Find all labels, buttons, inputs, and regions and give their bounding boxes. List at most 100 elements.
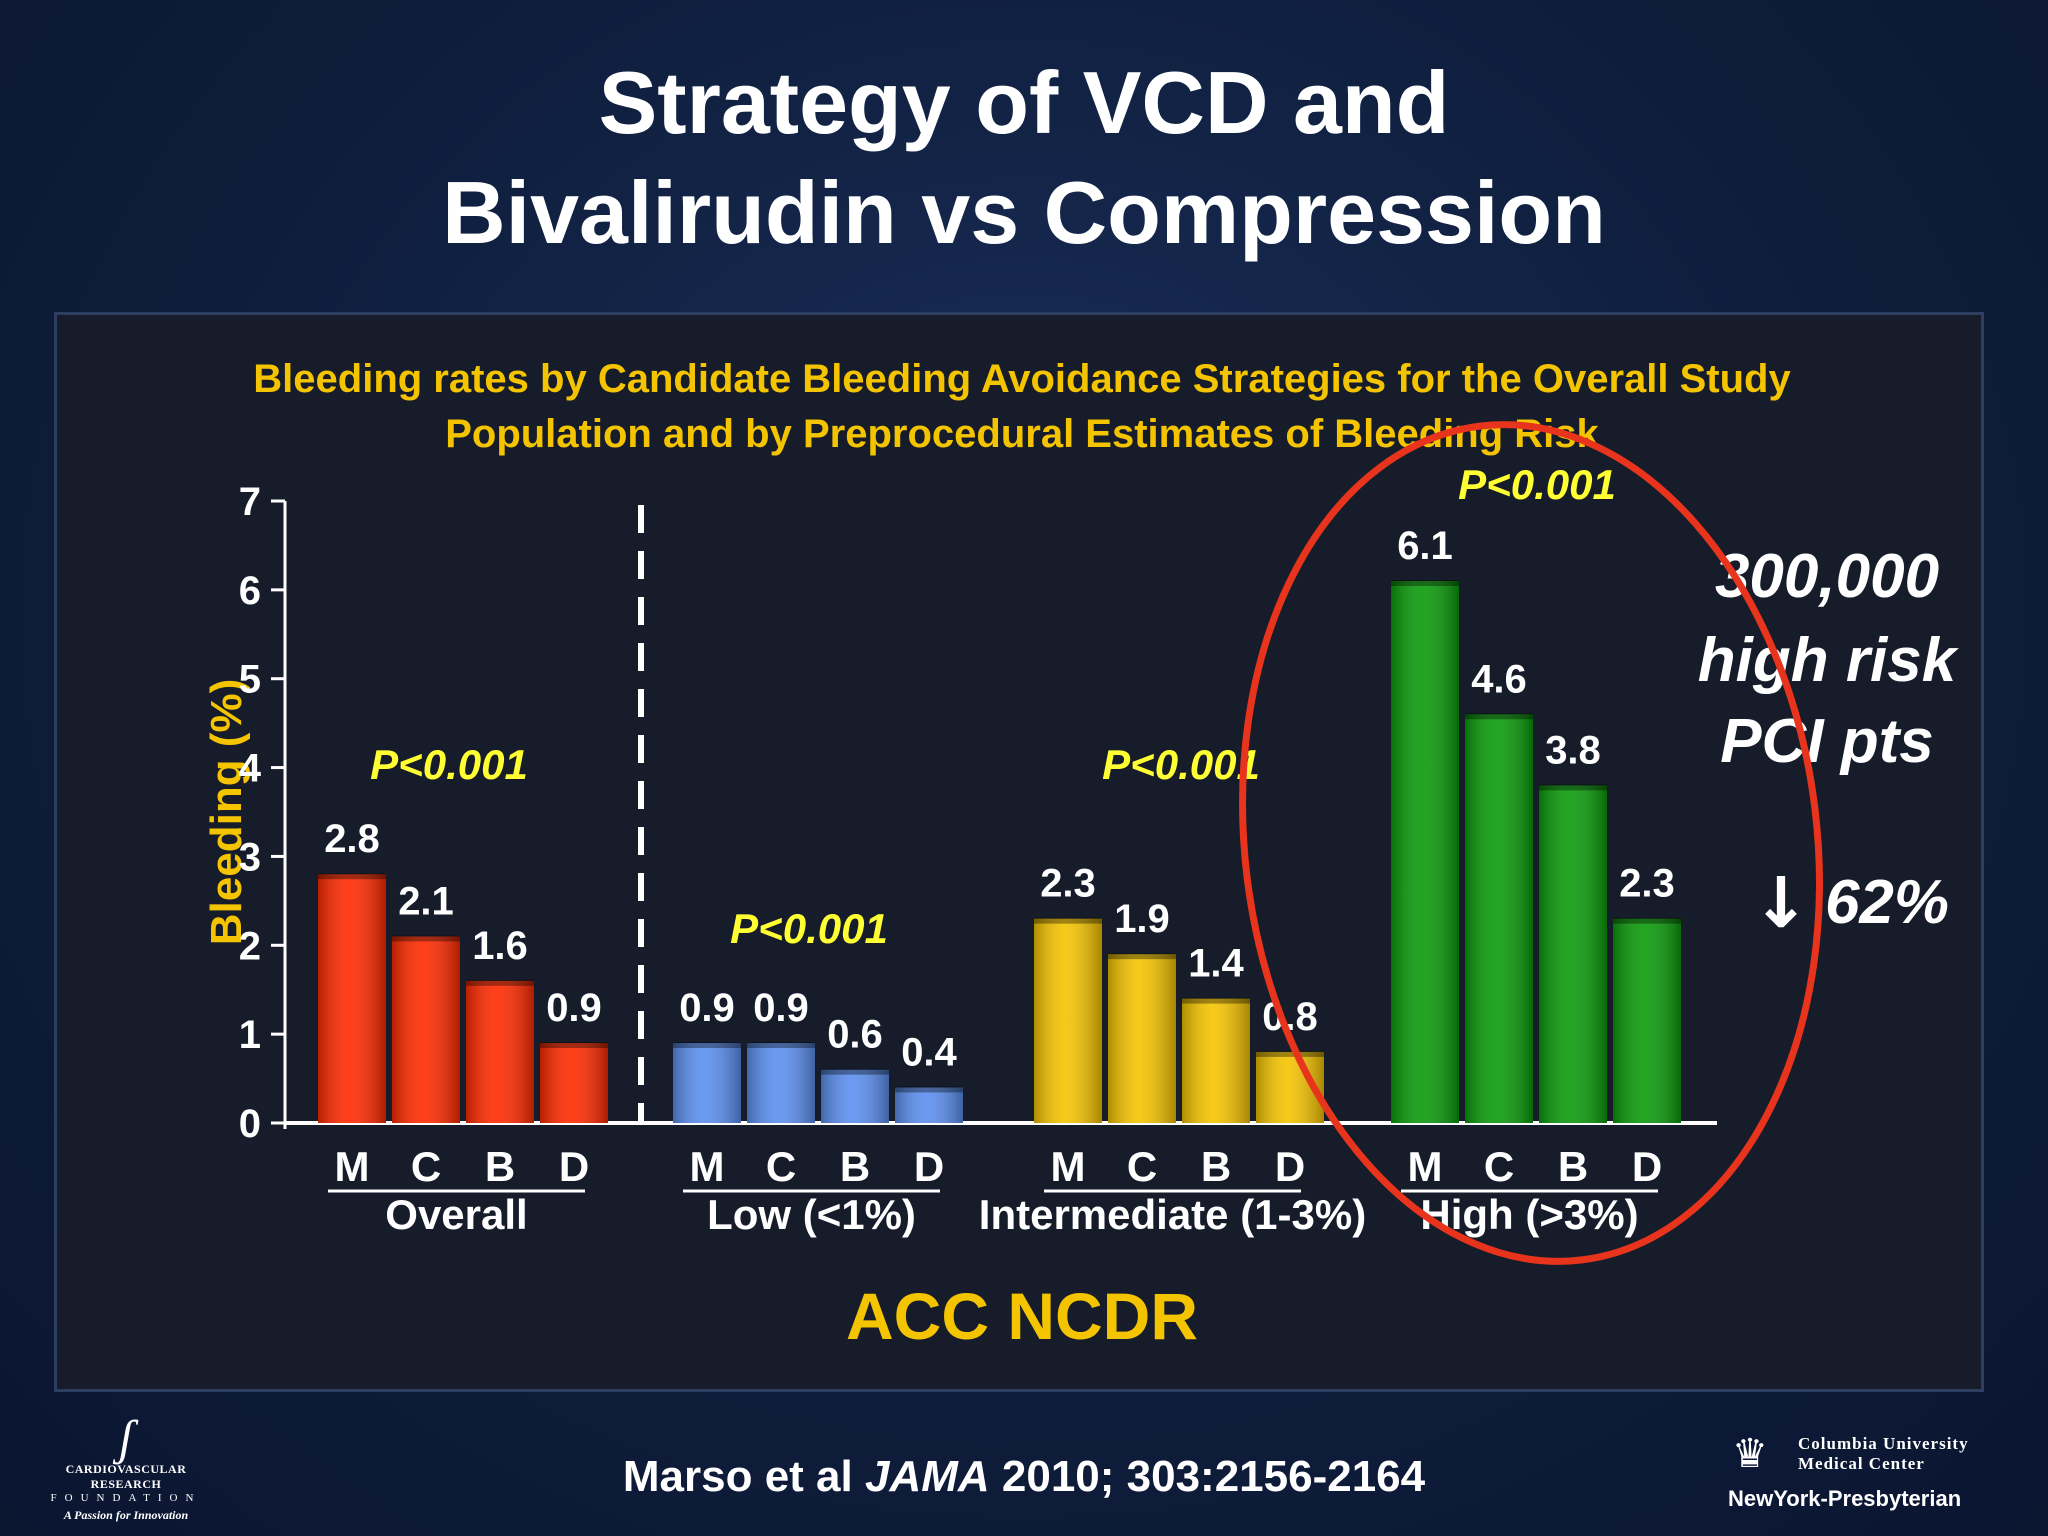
bar-value-label: 6.1	[1397, 524, 1453, 568]
bar-category-label: D	[914, 1143, 944, 1190]
crf-logo-tagline: A Passion for Innovation	[63, 1508, 189, 1522]
slide-title-line2: Bivalirudin vs Compression	[442, 163, 1606, 262]
chart-title-line2: Population and by Preprocedural Estimate…	[445, 412, 1599, 456]
bar-top-edge	[1613, 917, 1681, 924]
group-label: High (>3%)	[1420, 1191, 1638, 1238]
bar-value-label: 0.4	[901, 1030, 957, 1074]
bar-category-label: C	[1127, 1143, 1157, 1190]
bar-category-label: B	[1558, 1143, 1588, 1190]
bar-value-label: 3.8	[1545, 728, 1601, 772]
bar-category-label: C	[411, 1143, 441, 1190]
bar-value-label: 2.3	[1040, 862, 1096, 906]
bar-top-edge	[747, 1042, 815, 1049]
crown-icon: ♛	[1732, 1432, 1768, 1476]
bar-shading	[540, 1043, 608, 1123]
bar-top-edge	[1465, 713, 1533, 720]
bar-top-edge	[1256, 1050, 1324, 1057]
bar-shading	[466, 980, 534, 1123]
group-label: Intermediate (1-3%)	[979, 1191, 1366, 1238]
bar-shading	[1465, 714, 1533, 1123]
bar-top-edge	[1108, 953, 1176, 960]
y-tick-label: 2	[239, 924, 261, 968]
y-tick-label: 4	[239, 747, 262, 791]
bar-chart: Bleeding rates by Candidate Bleeding Avo…	[202, 357, 1960, 1353]
citation-authors: Marso et al	[622, 1452, 865, 1501]
bar-shading	[1108, 954, 1176, 1123]
bar-value-label: 0.9	[546, 986, 602, 1030]
bar-top-edge	[821, 1068, 889, 1075]
bar-top-edge	[1539, 784, 1607, 791]
bar-shading	[392, 936, 460, 1123]
bar-value-label: 0.9	[679, 986, 735, 1030]
high-risk-highlight-ellipse	[1239, 421, 1823, 1265]
bar-category-label: M	[335, 1143, 370, 1190]
bar-top-edge	[1391, 579, 1459, 586]
bar-value-label: 4.6	[1471, 657, 1527, 701]
p-value-label: P<0.001	[370, 741, 528, 788]
bar-shading	[318, 874, 386, 1123]
chart-panel: Bleeding rates by Candidate Bleeding Avo…	[54, 312, 1984, 1392]
y-tick-label: 0	[239, 1102, 261, 1146]
bar-category-label: D	[559, 1143, 589, 1190]
bar-shading	[747, 1043, 815, 1123]
bar-shading	[1182, 998, 1250, 1123]
bar-category-label: D	[1275, 1143, 1305, 1190]
p-value-label: P<0.001	[1458, 461, 1616, 508]
crf-swirl-icon: ʃ	[118, 1409, 134, 1465]
bar-shading	[1613, 918, 1681, 1123]
bar-value-label: 0.6	[827, 1013, 883, 1057]
bar-top-edge	[1182, 997, 1250, 1004]
slide-title: Strategy of VCD and Bivalirudin vs Compr…	[0, 48, 2048, 268]
crf-logo-line1: CARDIOVASCULAR RESEARCH	[65, 1462, 187, 1491]
bar-top-edge	[540, 1042, 608, 1049]
citation-journal: JAMA	[864, 1452, 990, 1501]
citation: Marso et al JAMA 2010; 303:2156-2164	[0, 1452, 2048, 1502]
y-axis-label: Bleeding (%)	[202, 679, 251, 945]
y-tick-label: 3	[239, 835, 261, 879]
y-tick-label: 7	[239, 480, 261, 524]
columbia-logo-line1: Columbia University	[1798, 1434, 1969, 1453]
bar-top-edge	[466, 979, 534, 986]
down-arrow-icon: ↓	[1752, 862, 1811, 944]
bar-value-label: 1.4	[1188, 942, 1244, 986]
bar-category-label: B	[485, 1143, 515, 1190]
slide-title-line1: Strategy of VCD and	[598, 53, 1450, 152]
bar-value-label: 1.9	[1114, 897, 1170, 941]
citation-details: 2010; 303:2156-2164	[989, 1452, 1426, 1501]
p-value-label: P<0.001	[730, 905, 888, 952]
bar-category-label: M	[1408, 1143, 1443, 1190]
annotation-line: PCI pts	[1720, 707, 1934, 776]
bar-category-label: C	[766, 1143, 796, 1190]
bar-top-edge	[673, 1042, 741, 1049]
reduction-label: 62%	[1825, 868, 1949, 937]
crf-logo: ʃ CARDIOVASCULAR RESEARCH FOUNDATION A P…	[36, 1412, 216, 1522]
columbia-logo-line2: Medical Center	[1798, 1454, 1925, 1473]
crf-logo-line2: FOUNDATION	[50, 1492, 202, 1504]
bar-shading	[895, 1087, 963, 1123]
bar-category-label: D	[1632, 1143, 1662, 1190]
bar-top-edge	[392, 935, 460, 942]
bar-shading	[673, 1043, 741, 1123]
annotation-line: high risk	[1698, 626, 1960, 695]
columbia-logo: ♛ Columbia University Medical Center New…	[1728, 1428, 2028, 1518]
bar-shading	[1391, 580, 1459, 1123]
group-label: Overall	[385, 1191, 527, 1238]
bar-top-edge	[1034, 917, 1102, 924]
chart-title-line1: Bleeding rates by Candidate Bleeding Avo…	[253, 357, 1791, 401]
bar-value-label: 2.3	[1619, 862, 1675, 906]
group-label: Low (<1%)	[707, 1191, 916, 1238]
bar-value-label: 2.1	[398, 879, 454, 923]
bar-category-label: M	[690, 1143, 725, 1190]
bar-shading	[1539, 785, 1607, 1123]
bar-top-edge	[895, 1086, 963, 1093]
bar-category-label: B	[840, 1143, 870, 1190]
bar-shading	[1034, 918, 1102, 1123]
bar-category-label: B	[1201, 1143, 1231, 1190]
bar-value-label: 1.6	[472, 924, 528, 968]
source-label: ACC NCDR	[846, 1279, 1198, 1353]
y-tick-label: 1	[239, 1013, 261, 1057]
bar-shading	[821, 1069, 889, 1123]
bar-category-label: M	[1051, 1143, 1086, 1190]
bar-value-label: 2.8	[324, 817, 380, 861]
bar-category-label: C	[1484, 1143, 1514, 1190]
